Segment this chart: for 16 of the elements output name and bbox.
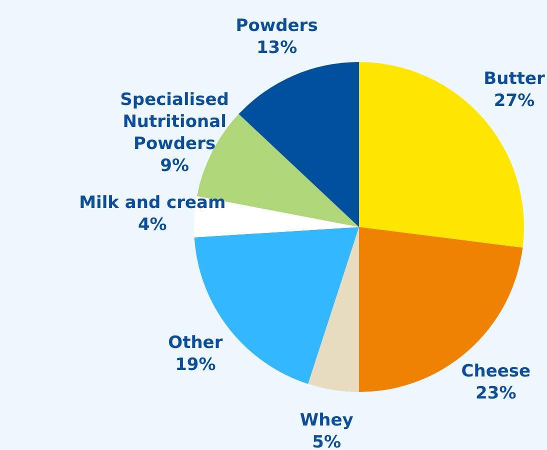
slice-label: Whey — [300, 410, 354, 430]
data-label: 19% — [175, 354, 216, 375]
slice-label: Powders — [236, 16, 318, 36]
data-label: 9% — [160, 156, 189, 176]
data-label: 27% — [494, 91, 535, 112]
pie-slice — [308, 227, 359, 392]
slice-label: Milk and cream — [79, 193, 226, 213]
data-label: 4% — [138, 215, 167, 235]
data-label: 23% — [476, 383, 516, 404]
data-label: 13% — [256, 38, 298, 58]
pie-slice — [238, 62, 359, 227]
data-label: 5% — [312, 432, 342, 450]
slice-label: Specialised Nutritional Powders — [120, 90, 229, 154]
slice-label: Butter — [484, 69, 546, 90]
slice-label: Other — [168, 332, 224, 353]
slice-label: Cheese — [461, 361, 531, 382]
